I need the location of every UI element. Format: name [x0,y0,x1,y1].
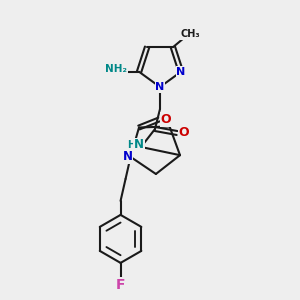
Text: NH₂: NH₂ [105,64,127,74]
Text: H: H [127,140,135,150]
Text: O: O [179,127,189,140]
Text: N: N [134,139,144,152]
Text: F: F [116,278,125,292]
Text: N: N [155,82,165,92]
Text: CH₃: CH₃ [180,29,200,39]
Text: N: N [176,67,185,77]
Text: N: N [123,150,133,164]
Text: O: O [161,113,171,126]
